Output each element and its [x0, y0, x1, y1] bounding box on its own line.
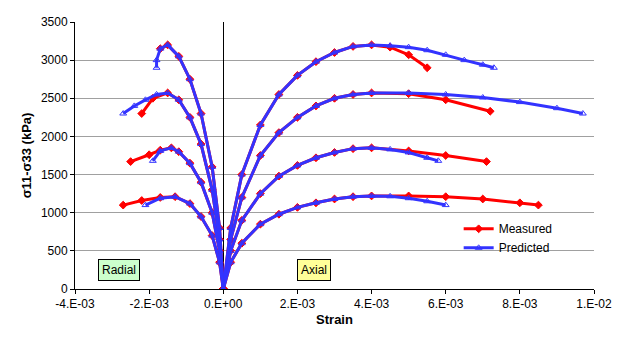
- svg-text:2000: 2000: [41, 130, 68, 144]
- svg-text:500: 500: [48, 244, 68, 258]
- svg-text:1500: 1500: [41, 168, 68, 182]
- svg-text:3500: 3500: [41, 15, 68, 29]
- svg-text:Strain: Strain: [316, 312, 353, 327]
- svg-text:Radial: Radial: [102, 263, 136, 277]
- svg-text:σ11-σ33 (kPa): σ11-σ33 (kPa): [19, 113, 34, 199]
- svg-text:0: 0: [61, 282, 68, 296]
- svg-text:-4.E-03: -4.E-03: [55, 297, 95, 311]
- svg-text:4.E-03: 4.E-03: [354, 297, 390, 311]
- svg-text:-2.E-03: -2.E-03: [129, 297, 169, 311]
- svg-text:2500: 2500: [41, 91, 68, 105]
- svg-text:1.E-02: 1.E-02: [576, 297, 612, 311]
- svg-text:2.E-03: 2.E-03: [280, 297, 316, 311]
- svg-text:Axial: Axial: [301, 263, 327, 277]
- svg-text:3000: 3000: [41, 53, 68, 67]
- svg-text:Predicted: Predicted: [499, 241, 550, 255]
- svg-text:Measured: Measured: [499, 222, 552, 236]
- svg-text:6.E-03: 6.E-03: [428, 297, 464, 311]
- svg-text:1000: 1000: [41, 206, 68, 220]
- svg-text:0.E+00: 0.E+00: [204, 297, 243, 311]
- svg-text:8.E-03: 8.E-03: [502, 297, 538, 311]
